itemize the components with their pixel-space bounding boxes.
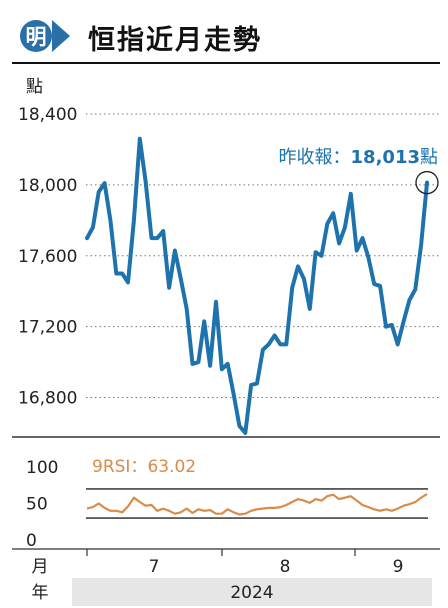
year-band (72, 578, 432, 606)
rsi-value: 63.02 (147, 457, 196, 477)
title-divider (12, 62, 440, 64)
last-close-marker (415, 170, 439, 195)
chart-title: 恒指近月走勢 (88, 25, 262, 56)
y-unit-label: 點 (26, 77, 43, 97)
year-axis-label: 年 (32, 583, 49, 603)
svg-text:昨收報：18,013點: 昨收報：18,013點 (279, 147, 438, 168)
rsi-label: 9RSI： (92, 457, 147, 477)
year-value: 2024 (230, 583, 273, 603)
y-tick-label: 16,800 (18, 389, 77, 409)
month-tick-label: 8 (280, 557, 291, 577)
y-tick-label: 18,400 (18, 105, 77, 125)
y-tick-label: 17,600 (18, 247, 77, 267)
rsi-tick-label: 0 (26, 531, 37, 551)
rsi-line (86, 493, 428, 516)
y-tick-label: 18,000 (18, 176, 77, 196)
rsi-tick-label: 50 (26, 495, 48, 515)
month-tick-label: 9 (393, 557, 404, 577)
rsi-grid-lines (86, 488, 428, 519)
last-close-value: 18,013 (351, 147, 420, 168)
month-axis-label: 月 (32, 557, 49, 577)
ming-pao-logo-icon: 明 (20, 20, 70, 52)
rsi-tick-label: 100 (26, 458, 58, 478)
logo-glyph: 明 (26, 24, 47, 49)
month-tick-labels: 7 8 9 (86, 549, 404, 577)
svg-text:9RSI：63.02: 9RSI：63.02 (92, 457, 196, 477)
last-close-label: 昨收報： (279, 147, 351, 168)
y-tick-labels: 16,800 17,200 17,600 18,000 18,400 (18, 105, 77, 409)
grid-lines (86, 113, 440, 399)
hsi-price-line (85, 136, 429, 435)
rsi-tick-labels: 0 50 100 (26, 458, 58, 551)
month-tick-label: 7 (149, 557, 160, 577)
last-close-unit: 點 (420, 147, 438, 168)
y-tick-label: 17,200 (18, 318, 77, 338)
